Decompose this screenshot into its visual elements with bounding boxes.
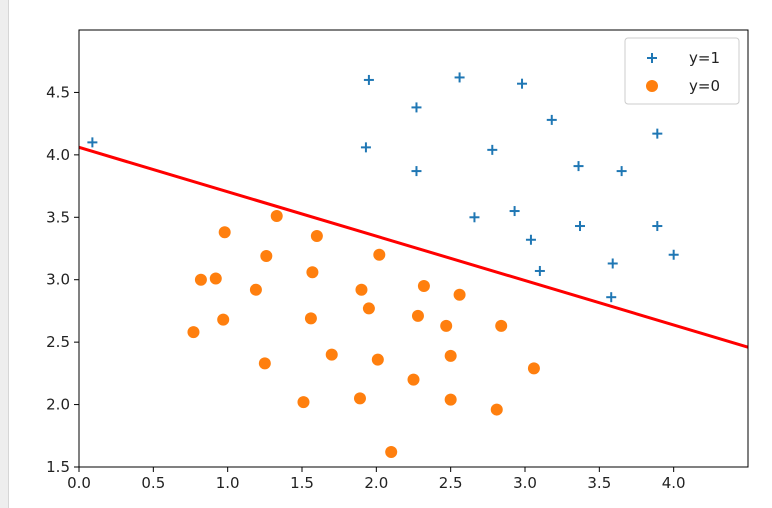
data-point-circle: [310, 230, 323, 243]
data-point-circle: [444, 393, 457, 406]
x-tick-label: 0.5: [141, 474, 165, 492]
data-point-plus: [534, 265, 545, 276]
data-point-circle: [490, 403, 503, 416]
data-point-circle: [373, 248, 386, 261]
axes: 0.0 0.5 1.0 1.5 2.0 2.5 3.0 3.5 4.0 1.5 2.0 2.5 3.0 3…: [46, 29, 749, 492]
data-point-plus: [575, 221, 586, 232]
data-point-plus: [616, 166, 627, 177]
legend-box: [624, 37, 740, 105]
x-tick-label: 1.5: [290, 474, 314, 492]
data-point-circle: [495, 319, 508, 332]
data-point-circle: [407, 373, 420, 386]
decision-boundary-line: [79, 145, 748, 349]
legend-label: y=1: [689, 49, 720, 67]
y-tick-label: 3.5: [46, 208, 70, 226]
data-point-plus: [509, 206, 520, 217]
data-point-plus: [525, 234, 536, 245]
legend-label: y=0: [689, 77, 720, 95]
data-point-plus: [517, 78, 528, 89]
data-point-circle: [353, 392, 366, 405]
data-point-circle: [325, 348, 338, 361]
data-point-circle: [453, 288, 466, 301]
data-point-circle: [249, 283, 262, 296]
window-left-gutter: [0, 0, 9, 508]
data-point-circle: [440, 319, 453, 332]
data-point-plus: [454, 72, 465, 83]
data-point-circle: [362, 302, 375, 315]
data-point-plus: [668, 249, 679, 260]
data-point-circle: [218, 226, 231, 239]
x-tick-label: 0.0: [67, 474, 91, 492]
y-tick-label: 4.5: [46, 83, 70, 101]
data-point-plus: [652, 128, 663, 139]
data-point-circle: [306, 266, 319, 279]
data-point-plus: [363, 74, 374, 85]
data-point-circle: [270, 210, 283, 223]
data-point-circle: [417, 279, 430, 292]
data-point-plus: [606, 292, 617, 303]
data-point-plus: [573, 161, 584, 172]
data-point-circle: [527, 362, 540, 375]
x-tick-label: 1.0: [216, 474, 240, 492]
plot-area: [79, 72, 748, 459]
data-point-circle: [217, 313, 230, 326]
plot-content: [79, 72, 748, 459]
data-point-circle: [371, 353, 384, 366]
data-point-circle: [444, 349, 457, 362]
data-point-circle: [297, 396, 310, 409]
y-tick-label: 2.0: [46, 396, 70, 414]
data-point-plus: [411, 166, 422, 177]
y-tick-label: 2.5: [46, 333, 70, 351]
x-tick-label: 2.5: [439, 474, 463, 492]
data-point-circle: [304, 312, 317, 325]
data-point-plus: [487, 144, 498, 155]
series-positive: [87, 72, 679, 303]
data-point-circle: [194, 273, 207, 286]
legend-marker-circle: [646, 80, 658, 92]
y-tick-label: 1.5: [46, 458, 70, 476]
data-point-plus: [546, 114, 557, 125]
legend-marker-plus: [647, 53, 657, 63]
data-point-circle: [355, 283, 368, 296]
data-point-plus: [360, 142, 371, 153]
series-negative: [187, 210, 540, 459]
y-tick-label: 3.0: [46, 271, 70, 289]
data-point-circle: [260, 249, 273, 262]
y-tick-label: 4.0: [46, 146, 70, 164]
data-point-plus: [87, 137, 98, 148]
data-point-plus: [652, 221, 663, 232]
data-point-circle: [411, 309, 424, 322]
axes-frame: [78, 29, 749, 468]
data-point-plus: [469, 212, 480, 223]
x-tick-label: 3.5: [587, 474, 611, 492]
data-point-plus: [411, 102, 422, 113]
data-point-circle: [258, 357, 271, 370]
data-point-circle: [209, 272, 222, 285]
legend: y=1 y=0: [624, 37, 740, 105]
data-point-plus: [607, 258, 618, 269]
x-tick-label: 4.0: [662, 474, 686, 492]
x-tick-label: 3.0: [513, 474, 537, 492]
x-tick-label: 2.0: [364, 474, 388, 492]
data-point-circle: [385, 446, 398, 459]
data-point-circle: [187, 326, 200, 339]
